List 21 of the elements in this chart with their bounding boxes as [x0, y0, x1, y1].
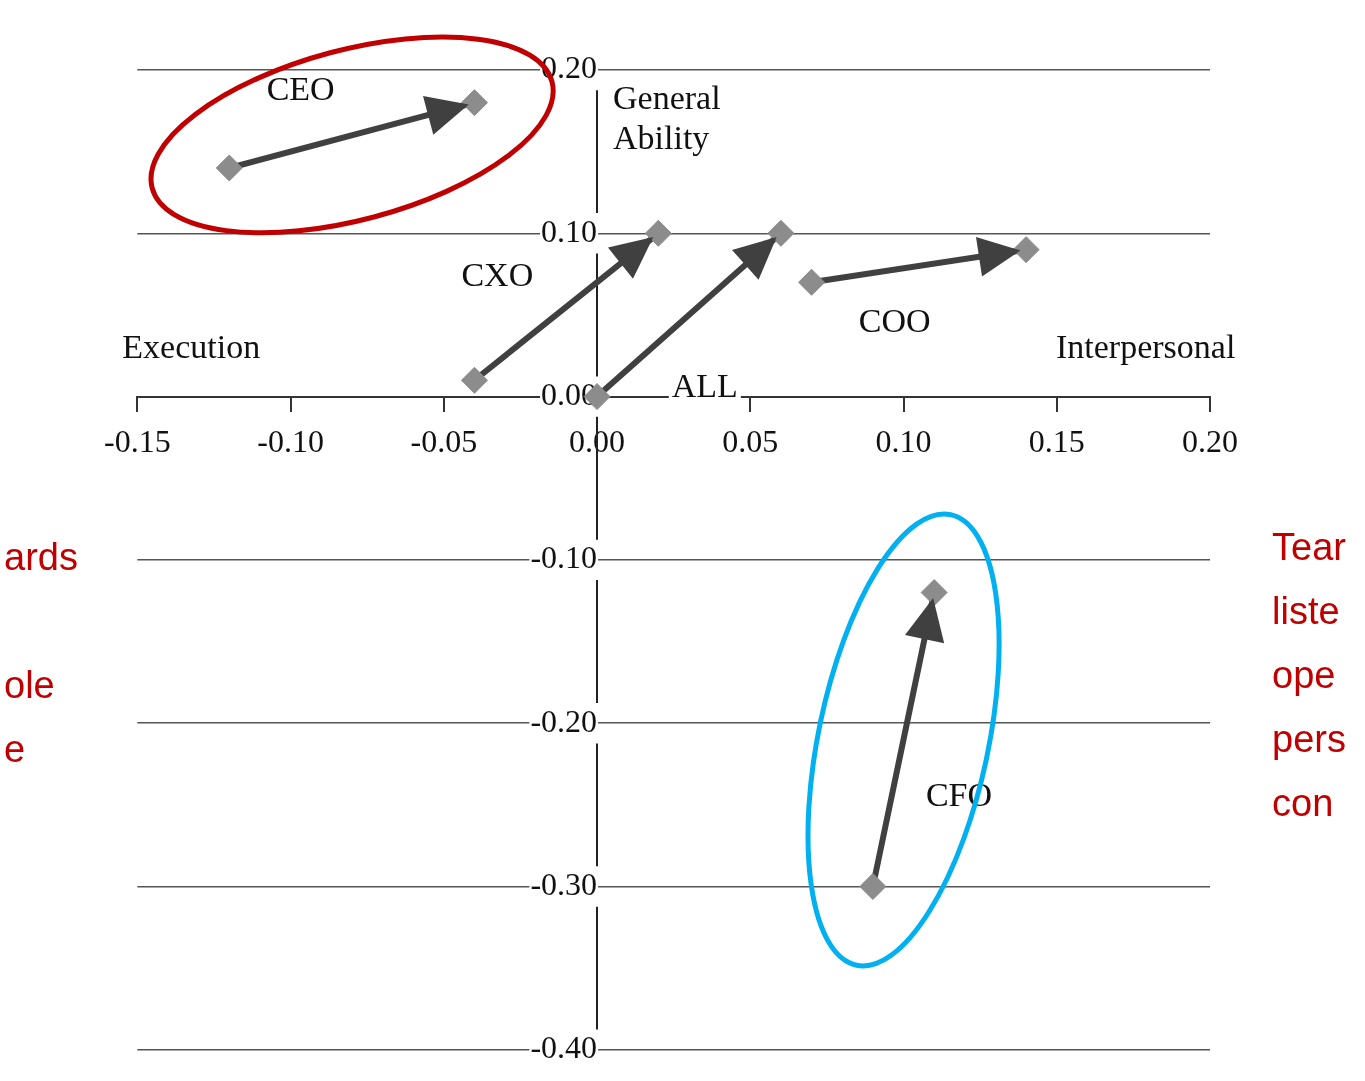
x-tick-label: 0.20 [1182, 423, 1238, 460]
annotation: General Ability [613, 78, 721, 158]
x-tick-label: 0.10 [875, 423, 932, 460]
y-tick-label: 0.10 [541, 212, 598, 249]
x-tick-label: 0.15 [1028, 423, 1085, 460]
y-tick-label: -0.10 [530, 539, 598, 576]
series-label: CXO [461, 255, 534, 293]
x-tick-label: -0.05 [410, 423, 478, 460]
annotation: Execution [122, 326, 261, 367]
annotation: Interpersonal [1056, 326, 1236, 367]
x-tick-label: -0.15 [104, 423, 171, 460]
y-tick-label: -0.20 [530, 702, 598, 739]
series-label: CEO [266, 69, 335, 107]
x-tick-label: 0.05 [722, 423, 779, 460]
y-tick-label: -0.30 [530, 865, 598, 902]
y-tick-label: -0.40 [530, 1029, 598, 1066]
text: Tear liste ope pers con [1272, 525, 1346, 826]
series-label: COO [858, 302, 931, 340]
series-label: ALL [671, 367, 738, 405]
x-tick-label: -0.10 [257, 423, 324, 460]
text: ards ole e [4, 536, 78, 770]
